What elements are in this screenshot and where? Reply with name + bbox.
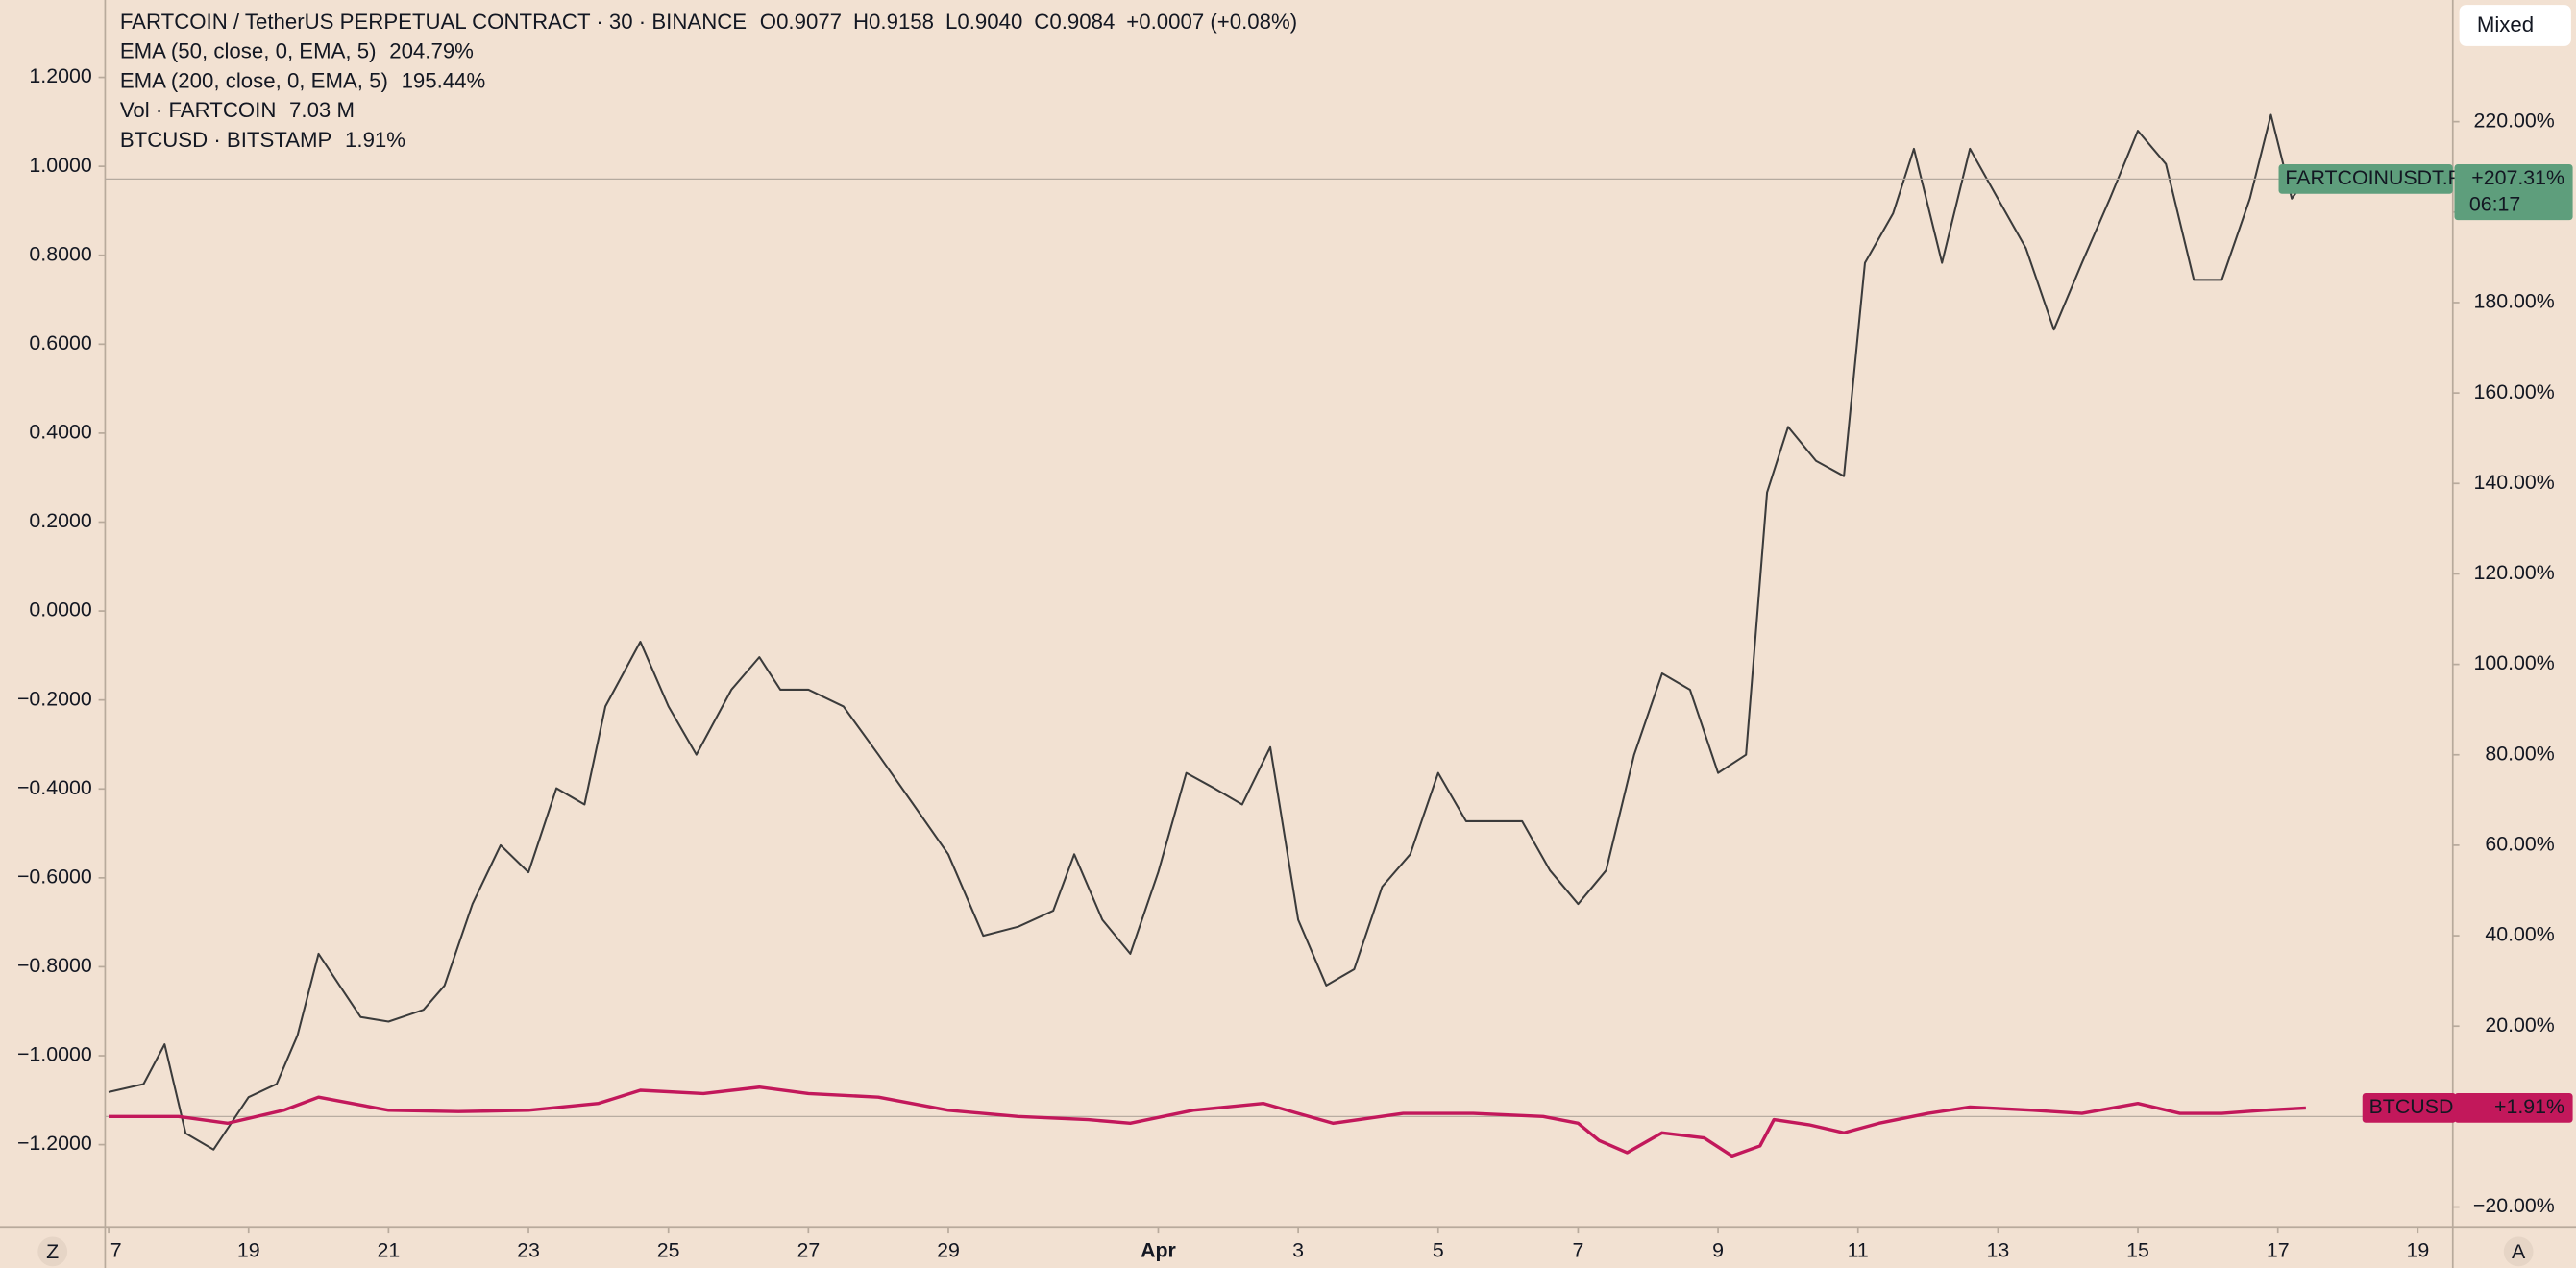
x-tick-label: 29	[937, 1239, 960, 1262]
legend-label: EMA (50, close, 0, EMA, 5)	[120, 39, 377, 63]
y2-tick-label: −0.4000	[17, 776, 92, 799]
series-tag-name: FARTCOINUSDT.P	[2285, 166, 2462, 189]
x-tick-label: 7	[110, 1239, 122, 1262]
ohlc-value: O0.9077	[760, 10, 842, 34]
right-button[interactable]	[2503, 1236, 2534, 1267]
legend-value: 204.79%	[389, 39, 474, 63]
y-tick-label: 20.00%	[2485, 1013, 2554, 1036]
ohlc-value: L0.9040	[945, 10, 1022, 34]
legend-title: FARTCOIN / TetherUS PERPETUAL CONTRACT ·…	[120, 10, 747, 34]
scale-button[interactable]	[2459, 5, 2571, 46]
ohlc-value: H0.9158	[853, 10, 934, 34]
series-tag-name: BTCUSD	[2369, 1095, 2454, 1118]
legend-label: BTCUSD · BITSTAMP	[120, 128, 332, 152]
series-tag-box	[2454, 1092, 2573, 1123]
y-tick-label: 60.00%	[2485, 833, 2554, 856]
legend-value: 7.03 M	[289, 98, 355, 122]
y2-tick-label: 0.2000	[29, 509, 91, 532]
series-tag-name-box	[2362, 1092, 2457, 1123]
y2-tick-label: 0.8000	[29, 242, 91, 265]
y2-tick-label: 0.6000	[29, 331, 91, 354]
y2-tick-label: −1.0000	[17, 1043, 92, 1066]
legend-label: Vol · FARTCOIN	[120, 98, 277, 122]
x-tick-label: 23	[517, 1239, 540, 1262]
series-tag-name-box	[2278, 164, 2453, 194]
y-tick-label: 220.00%	[2473, 109, 2554, 132]
x-tick-label: 25	[657, 1239, 680, 1262]
series-tag-countdown: 06:17	[2469, 192, 2520, 215]
y2-tick-label: 0.4000	[29, 421, 91, 444]
left-button-label[interactable]: Z	[46, 1240, 59, 1263]
y-tick-label: 160.00%	[2473, 380, 2554, 403]
x-tick-label: 19	[237, 1239, 260, 1262]
x-tick-label: 19	[2406, 1239, 2429, 1262]
y2-tick-label: 1.0000	[29, 154, 91, 177]
right-button-label[interactable]: A	[2512, 1240, 2526, 1263]
left-button[interactable]	[37, 1236, 68, 1267]
series-line	[109, 1085, 2306, 1158]
y2-tick-label: 0.0000	[29, 598, 91, 622]
legend-value: 1.91%	[345, 128, 405, 152]
scale-button-label[interactable]: Mixed	[2477, 12, 2534, 37]
series-tag-value: +207.31%	[2471, 166, 2564, 189]
axes: 220.00%200.00%180.00%160.00%140.00%120.0…	[17, 64, 2573, 1262]
y2-tick-label: −0.6000	[17, 865, 92, 888]
y-tick-label: 80.00%	[2485, 742, 2554, 765]
legend-label: EMA (200, close, 0, EMA, 5)	[120, 68, 388, 92]
y2-tick-label: 1.2000	[29, 64, 91, 87]
ohlc-value: +0.0007 (+0.08%)	[1126, 10, 1297, 34]
x-tick-label: 5	[1433, 1239, 1444, 1262]
ohlc-value: C0.9084	[1034, 10, 1115, 34]
y-tick-label: 120.00%	[2473, 561, 2554, 584]
x-tick-label: Apr	[1141, 1239, 1176, 1262]
y-tick-label: 100.00%	[2473, 651, 2554, 674]
y-tick-label: −20.00%	[2473, 1194, 2555, 1217]
x-tick-label: 21	[377, 1239, 400, 1262]
x-tick-label: 27	[797, 1239, 820, 1262]
legend-value: 195.44%	[402, 68, 486, 92]
x-tick-label: 17	[2267, 1239, 2290, 1262]
y-tick-label: 180.00%	[2473, 290, 2554, 313]
y-tick-label: 40.00%	[2485, 923, 2554, 946]
series-line	[108, 113, 2307, 1151]
y2-tick-label: −0.2000	[17, 687, 92, 710]
x-tick-label: 15	[2126, 1239, 2149, 1262]
y2-tick-label: −0.8000	[17, 954, 92, 977]
y2-tick-label: −1.2000	[17, 1132, 92, 1155]
series-tag-box	[2454, 164, 2573, 221]
legend: FARTCOIN / TetherUS PERPETUAL CONTRACT ·…	[120, 10, 1297, 152]
x-tick-label: 7	[1572, 1239, 1583, 1262]
x-tick-label: 9	[1712, 1239, 1724, 1262]
series-tag-value: +1.91%	[2494, 1095, 2564, 1118]
x-tick-label: 13	[1987, 1239, 2010, 1262]
plot-area	[105, 113, 2453, 1158]
x-tick-label: 11	[1848, 1239, 1869, 1262]
x-tick-label: 3	[1292, 1239, 1304, 1262]
y-tick-label: 140.00%	[2473, 471, 2554, 494]
